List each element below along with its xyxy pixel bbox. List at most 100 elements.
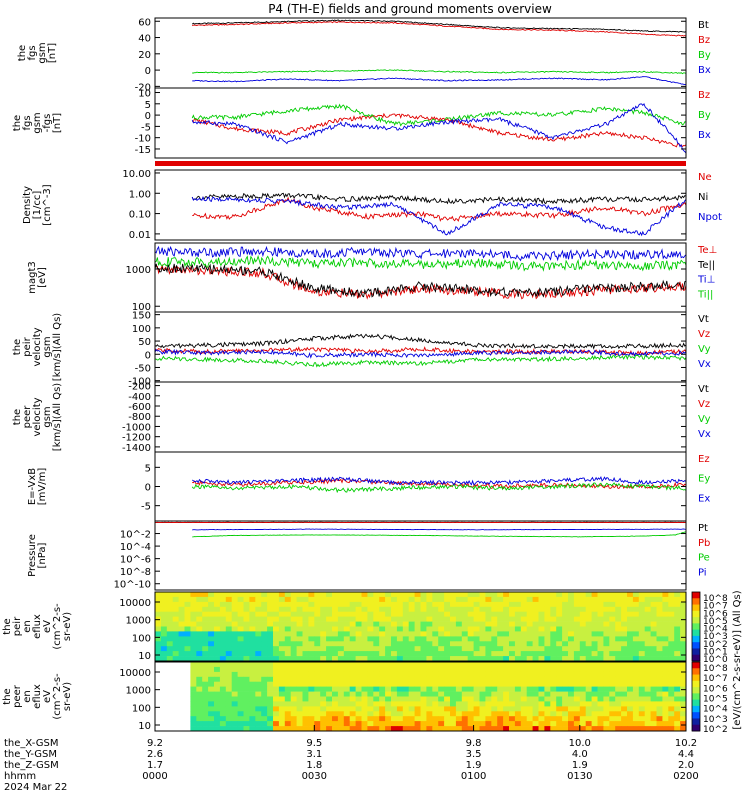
flux-cell xyxy=(190,606,197,613)
flux-cell xyxy=(308,592,315,598)
flux-cell xyxy=(426,626,433,632)
flux-cell xyxy=(273,726,280,732)
flux-cell xyxy=(467,651,474,657)
flux-cell xyxy=(520,662,528,668)
y-axis-label-fgs2: the xyxy=(12,115,23,131)
flux-cell xyxy=(261,691,268,697)
flux-cell xyxy=(243,662,250,668)
flux-cell xyxy=(367,611,374,617)
flux-cell xyxy=(509,656,516,662)
flux-cell xyxy=(326,691,333,697)
flux-cell xyxy=(644,601,651,608)
flux-cell xyxy=(202,726,209,732)
flux-cell xyxy=(367,636,374,642)
flux-cell xyxy=(450,636,457,642)
flux-cell xyxy=(255,631,262,637)
flux-cell xyxy=(632,681,640,687)
flux-cell xyxy=(579,601,587,608)
flux-cell xyxy=(473,686,480,692)
legend-label-pressure-2: Pe xyxy=(698,553,710,564)
flux-cell xyxy=(385,596,392,603)
flux-cell xyxy=(638,601,646,608)
flux-cell xyxy=(444,611,451,617)
flux-cell xyxy=(396,636,404,642)
flux-cell xyxy=(408,596,415,603)
flux-cell xyxy=(520,626,528,632)
flux-cell xyxy=(609,606,616,613)
flux-cell xyxy=(408,716,415,722)
flux-cell xyxy=(296,626,303,632)
flux-cell xyxy=(656,611,663,617)
flux-cell xyxy=(461,656,469,662)
flux-cell xyxy=(450,621,457,627)
flux-cell xyxy=(278,631,286,637)
flux-cell xyxy=(573,676,581,683)
flux-cell xyxy=(544,596,551,603)
flux-cell xyxy=(190,721,197,727)
flux-cell xyxy=(432,681,439,687)
flux-cell xyxy=(261,631,268,637)
flux-cell xyxy=(520,686,528,692)
flux-cell xyxy=(391,601,398,608)
flux-cell xyxy=(532,671,539,678)
flux-cell xyxy=(391,606,398,613)
flux-cell xyxy=(656,656,663,662)
flux-cell xyxy=(155,656,162,662)
flux-cell xyxy=(402,621,410,627)
flux-cell xyxy=(668,616,675,622)
flux-cell xyxy=(373,631,380,637)
flux-cell xyxy=(444,596,451,603)
flux-cell xyxy=(426,651,433,657)
flux-cell xyxy=(302,606,309,613)
flux-cell xyxy=(450,601,457,608)
flux-cell xyxy=(337,656,345,662)
flux-cell xyxy=(520,651,528,657)
flux-cell xyxy=(231,662,238,668)
flux-cell xyxy=(444,592,451,598)
flux-cell xyxy=(261,666,268,673)
flux-cell xyxy=(556,656,563,662)
flux-cell xyxy=(349,636,356,642)
flux-cell xyxy=(320,691,327,697)
flux-cell xyxy=(538,641,545,647)
flux-cell xyxy=(568,676,575,683)
flux-cell xyxy=(680,651,687,657)
flux-cell xyxy=(190,601,197,608)
flux-cell xyxy=(621,666,628,673)
flux-cell xyxy=(467,621,474,627)
flux-cell xyxy=(438,596,445,603)
flux-cell xyxy=(656,616,663,622)
flux-cell xyxy=(255,671,262,678)
flux-cell xyxy=(526,626,533,632)
flux-cell xyxy=(532,636,539,642)
flux-cell xyxy=(485,626,492,632)
flux-cell xyxy=(202,626,209,632)
flux-cell xyxy=(638,662,646,668)
flux-cell xyxy=(355,616,362,622)
y-axis-label-density: Density xyxy=(22,186,33,224)
flux-cell xyxy=(385,716,392,722)
flux-cell xyxy=(273,681,280,687)
flux-cell xyxy=(396,691,404,697)
flux-cell xyxy=(273,701,280,707)
flux-cell xyxy=(302,681,309,687)
flux-cell xyxy=(172,592,179,598)
flux-cell xyxy=(349,691,356,697)
flux-cell xyxy=(591,721,598,727)
flux-cell xyxy=(426,676,433,683)
flux-cell xyxy=(225,636,233,642)
flux-cell xyxy=(367,641,374,647)
flux-cell xyxy=(426,721,433,727)
flux-cell xyxy=(290,656,297,662)
flux-cell xyxy=(668,611,675,617)
panel-pressure: PtPbPePi10^-210^-410^-610^-810^-10Pressu… xyxy=(27,520,710,591)
flux-cell xyxy=(420,706,427,712)
flux-cell xyxy=(261,681,268,687)
flux-cell xyxy=(644,611,651,617)
flux-cell xyxy=(343,691,351,697)
flux-cell xyxy=(284,656,292,662)
figure-title: P4 (TH-E) fields and ground moments over… xyxy=(268,2,552,16)
colorbar-seg xyxy=(692,680,700,688)
flux-cell xyxy=(509,691,516,697)
flux-cell xyxy=(355,646,362,652)
